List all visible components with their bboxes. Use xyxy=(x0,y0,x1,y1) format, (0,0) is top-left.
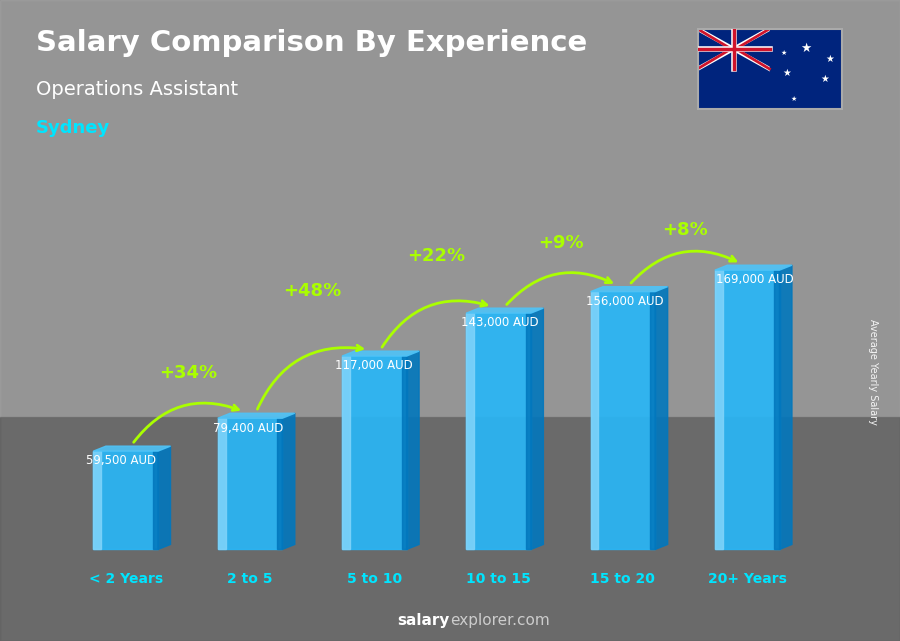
Text: explorer.com: explorer.com xyxy=(450,613,550,628)
Text: 169,000 AUD: 169,000 AUD xyxy=(716,274,794,287)
Text: ★: ★ xyxy=(782,68,791,78)
Text: 143,000 AUD: 143,000 AUD xyxy=(462,317,539,329)
Bar xyxy=(0,417,900,641)
Text: Salary Comparison By Experience: Salary Comparison By Experience xyxy=(36,29,587,57)
Text: ★: ★ xyxy=(781,50,787,56)
Bar xyxy=(590,292,598,549)
Polygon shape xyxy=(342,351,419,356)
Bar xyxy=(94,451,158,549)
Polygon shape xyxy=(94,446,170,451)
Polygon shape xyxy=(218,413,295,418)
Polygon shape xyxy=(779,265,792,549)
Polygon shape xyxy=(158,446,170,549)
Polygon shape xyxy=(590,287,668,292)
Bar xyxy=(218,418,226,549)
Polygon shape xyxy=(283,413,295,549)
Text: +48%: +48% xyxy=(284,282,341,300)
Text: ★: ★ xyxy=(825,54,834,64)
Bar xyxy=(94,451,101,549)
Bar xyxy=(774,270,779,549)
Text: Operations Assistant: Operations Assistant xyxy=(36,80,238,99)
Text: 59,500 AUD: 59,500 AUD xyxy=(86,454,156,467)
Polygon shape xyxy=(531,308,544,549)
Text: ★: ★ xyxy=(800,42,811,55)
Text: ★: ★ xyxy=(790,96,796,102)
Bar xyxy=(153,451,158,549)
Bar xyxy=(0,0,900,417)
Bar xyxy=(342,356,350,549)
Text: 156,000 AUD: 156,000 AUD xyxy=(586,295,663,308)
Bar xyxy=(770,29,842,109)
Bar xyxy=(650,292,655,549)
Bar xyxy=(590,292,655,549)
Bar xyxy=(715,270,723,549)
Bar xyxy=(342,356,407,549)
Text: ★: ★ xyxy=(820,74,829,84)
Text: +9%: +9% xyxy=(538,234,583,252)
Bar xyxy=(715,270,779,549)
Bar xyxy=(466,313,474,549)
Polygon shape xyxy=(655,287,668,549)
Polygon shape xyxy=(715,265,792,270)
Text: Sydney: Sydney xyxy=(36,119,110,137)
Text: 117,000 AUD: 117,000 AUD xyxy=(335,360,412,372)
Bar xyxy=(466,313,531,549)
Bar xyxy=(401,356,407,549)
Text: Average Yearly Salary: Average Yearly Salary xyxy=(868,319,878,425)
Bar xyxy=(526,313,531,549)
Text: +22%: +22% xyxy=(408,247,465,265)
Bar xyxy=(277,418,283,549)
Polygon shape xyxy=(466,308,544,313)
Text: salary: salary xyxy=(398,613,450,628)
Bar xyxy=(218,418,283,549)
Text: +34%: +34% xyxy=(159,364,217,382)
Text: 79,400 AUD: 79,400 AUD xyxy=(212,422,284,435)
Polygon shape xyxy=(407,351,419,549)
Text: +8%: +8% xyxy=(662,221,708,238)
